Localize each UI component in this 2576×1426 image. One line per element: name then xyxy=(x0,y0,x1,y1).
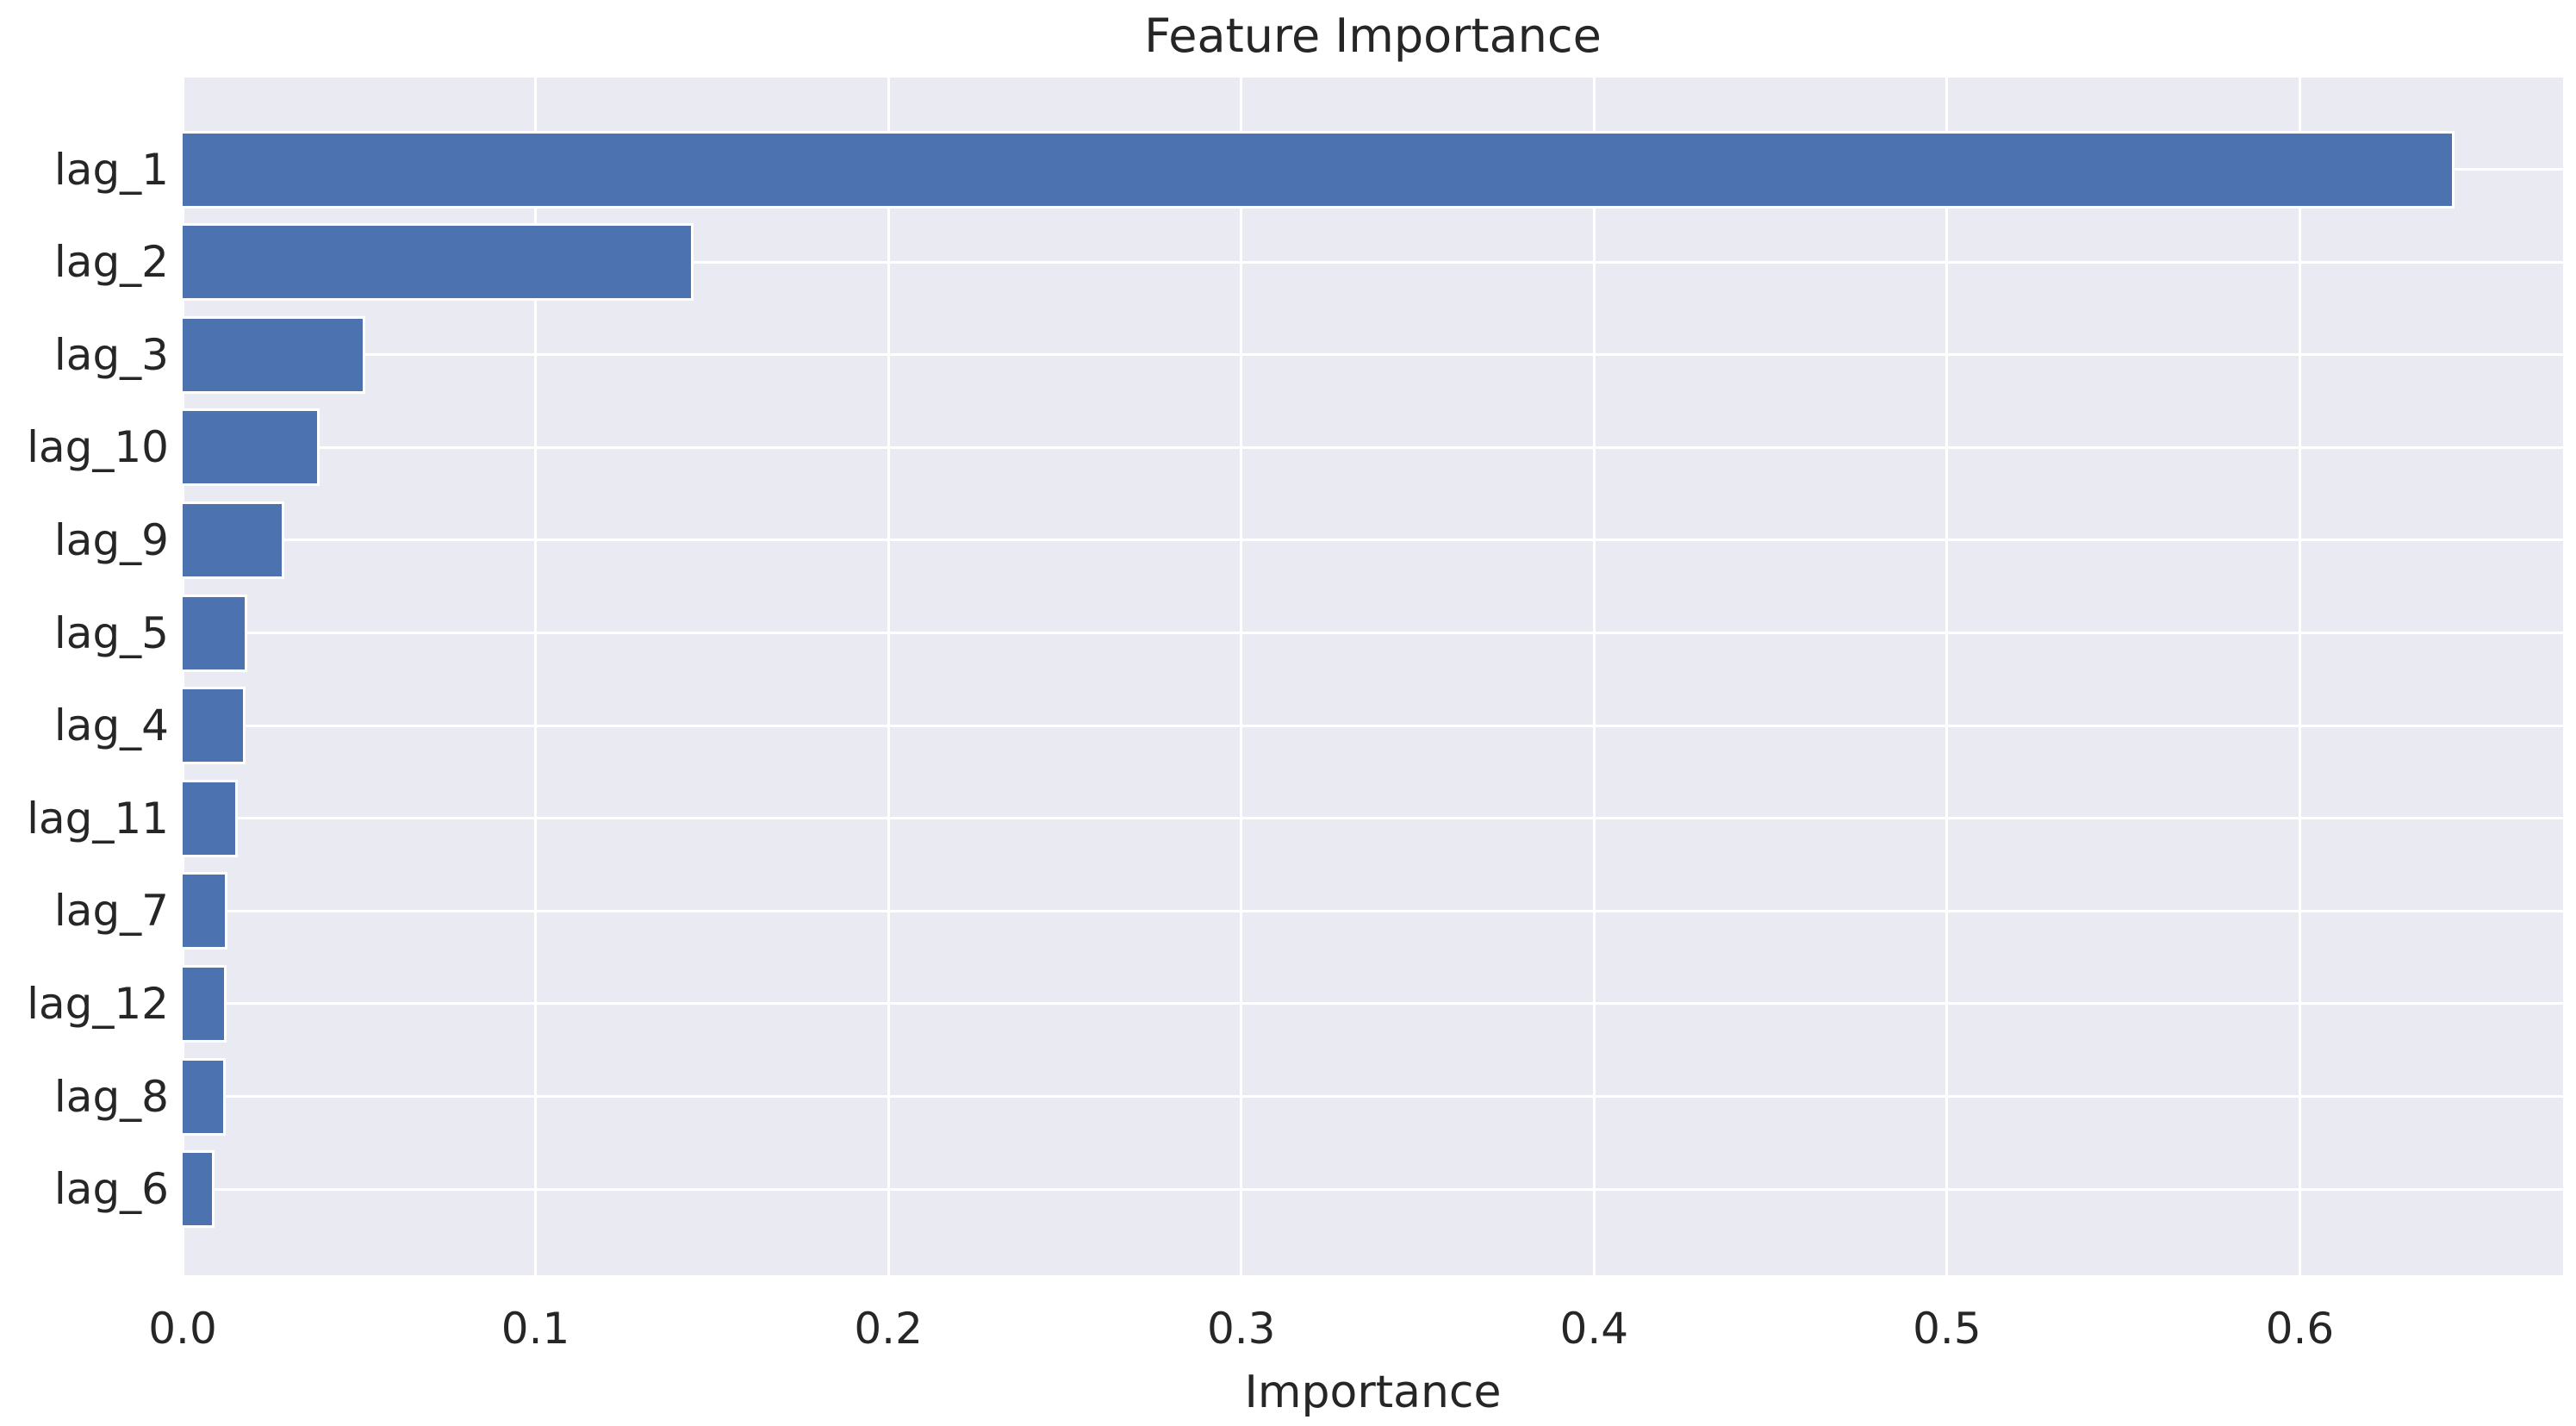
bar-lag_5 xyxy=(179,594,248,672)
x-tick-label: 0.0 xyxy=(148,1304,217,1354)
x-gridline xyxy=(887,78,890,1275)
bar-lag_2 xyxy=(180,223,694,302)
y-gridline xyxy=(183,1095,2563,1098)
x-gridline xyxy=(534,78,538,1275)
y-tick-label: lag_3 xyxy=(53,329,169,380)
bar-lag_10 xyxy=(180,408,320,487)
bar-lag_12 xyxy=(179,964,227,1043)
y-tick-label: lag_2 xyxy=(53,237,169,288)
x-tick-label: 0.4 xyxy=(1559,1304,1629,1354)
y-gridline xyxy=(183,1002,2563,1006)
y-tick-label: lag_12 xyxy=(27,978,169,1029)
y-tick-label: lag_10 xyxy=(27,422,169,473)
y-tick-label: lag_11 xyxy=(27,793,169,844)
y-gridline xyxy=(183,724,2563,727)
y-tick-label: lag_7 xyxy=(53,886,169,937)
y-gridline xyxy=(183,445,2563,449)
bar-lag_7 xyxy=(179,872,228,950)
y-tick-label: lag_8 xyxy=(53,1071,169,1122)
y-gridline xyxy=(183,539,2563,542)
y-gridline xyxy=(183,817,2563,820)
bar-lag_3 xyxy=(180,315,365,394)
y-tick-label: lag_6 xyxy=(53,1164,169,1215)
y-tick-label: lag_1 xyxy=(53,144,169,195)
bar-lag_1 xyxy=(180,130,2455,209)
x-axis-label: Importance xyxy=(1244,1367,1502,1418)
x-gridline xyxy=(1945,78,1949,1275)
y-gridline xyxy=(183,632,2563,634)
x-tick-label: 0.1 xyxy=(501,1304,570,1354)
bar-lag_11 xyxy=(179,779,239,857)
y-tick-label: lag_4 xyxy=(53,701,169,751)
y-gridline xyxy=(183,353,2563,357)
x-tick-label: 0.3 xyxy=(1206,1304,1276,1354)
plot-area xyxy=(179,78,2563,1275)
x-gridline xyxy=(1240,78,1243,1275)
x-gridline xyxy=(2298,78,2301,1275)
bar-lag_6 xyxy=(180,1150,215,1229)
y-tick-label: lag_5 xyxy=(53,607,169,658)
y-gridline xyxy=(183,1187,2563,1191)
x-tick-label: 0.5 xyxy=(1913,1304,1982,1354)
bar-lag_9 xyxy=(180,501,284,579)
x-gridline xyxy=(181,78,184,1275)
y-gridline xyxy=(183,909,2563,912)
chart-title: Feature Importance xyxy=(1144,9,1602,63)
x-gridline xyxy=(1592,78,1596,1275)
x-tick-label: 0.2 xyxy=(854,1304,923,1354)
bar-lag_4 xyxy=(179,687,246,765)
y-tick-label: lag_9 xyxy=(53,514,169,565)
x-tick-label: 0.6 xyxy=(2265,1304,2335,1354)
y-gridline xyxy=(183,260,2563,264)
bar-lag_8 xyxy=(180,1057,226,1136)
